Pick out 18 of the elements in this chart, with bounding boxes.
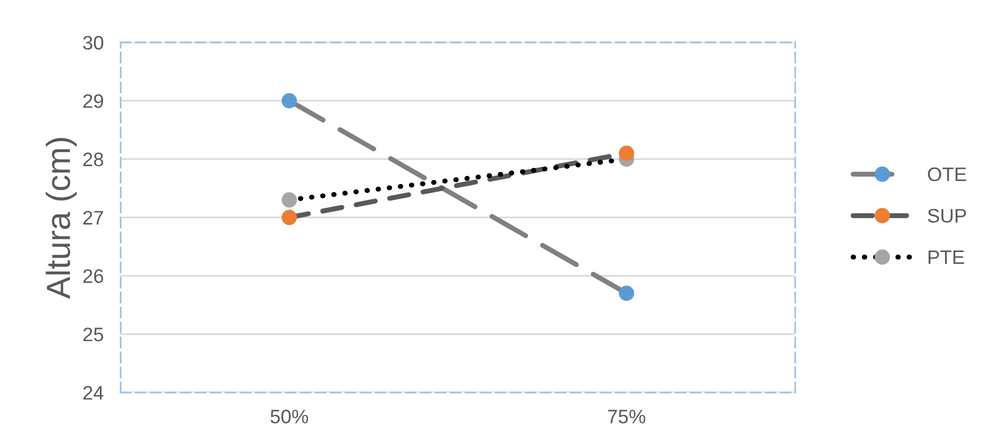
point xyxy=(618,286,634,301)
x-tick-label: 50% xyxy=(270,410,308,424)
y-tick-label: 27 xyxy=(83,210,104,224)
point xyxy=(282,93,297,108)
point xyxy=(282,192,297,208)
y-tick-label: 30 xyxy=(83,36,104,50)
y-tick-label: 28 xyxy=(83,152,104,166)
legend-label: SUP xyxy=(928,208,966,223)
x-tick-label: 75% xyxy=(608,410,646,424)
y-tick-label: 25 xyxy=(83,328,104,342)
y-tick-label: 24 xyxy=(83,386,104,400)
legend-label: PTE xyxy=(928,250,964,264)
point xyxy=(618,146,634,161)
legend-label: OTE xyxy=(928,167,966,182)
y-tick-label: 26 xyxy=(83,269,104,284)
y-axis-title: Altura (cm) xyxy=(46,138,77,299)
point xyxy=(282,210,297,226)
y-tick-label: 29 xyxy=(83,94,104,108)
